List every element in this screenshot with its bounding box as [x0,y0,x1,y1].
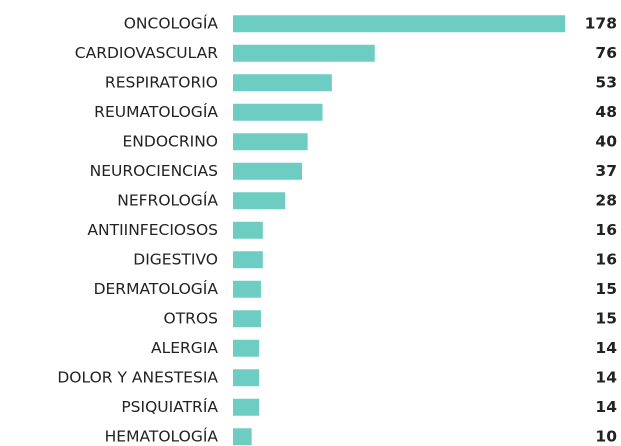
bar [233,133,308,151]
value-label: 14 [595,339,617,357]
bar [233,398,260,416]
bar [233,428,252,446]
bar [233,103,323,121]
value-label: 40 [595,132,617,150]
bar [233,74,332,92]
value-label: 28 [595,191,617,209]
category-label: NEUROCIENCIAS [90,162,218,180]
value-label: 14 [595,398,617,416]
value-label: 15 [595,280,617,298]
value-label: 37 [595,162,617,180]
value-label: 16 [595,221,617,239]
category-label: DERMATOLOGÍA [94,279,219,298]
category-label: ANTIINFECIOSOS [87,221,218,239]
bar [233,44,375,62]
value-label: 15 [595,309,617,327]
value-label: 10 [595,427,617,445]
value-label: 14 [595,368,617,386]
bar [233,162,303,180]
bar [233,369,260,387]
category-label: CARDIOVASCULAR [75,44,218,62]
bar [233,280,261,298]
category-label: ENDOCRINO [123,132,218,150]
value-label: 48 [595,103,617,121]
value-label: 76 [595,44,617,62]
category-label: HEMATOLOGÍA [105,426,219,445]
category-label: NEFROLOGÍA [117,190,218,209]
category-label: PSIQUIATRÍA [121,397,218,416]
value-label: 53 [595,73,617,91]
category-label: OTROS [164,309,218,327]
category-label: REUMATOLOGÍA [94,102,218,121]
category-label: DIGESTIVO [133,250,218,268]
bar [233,339,260,357]
bar [233,15,565,33]
category-label: ONCOLOGÍA [124,13,219,32]
category-label: RESPIRATORIO [105,73,218,91]
category-label: DOLOR Y ANESTESIA [57,368,218,386]
value-label: 178 [585,14,617,32]
bar [233,251,263,269]
bar [233,221,263,239]
category-label: ALERGIA [151,339,218,357]
bar [233,192,286,210]
value-label: 16 [595,250,617,268]
bar [233,310,261,328]
